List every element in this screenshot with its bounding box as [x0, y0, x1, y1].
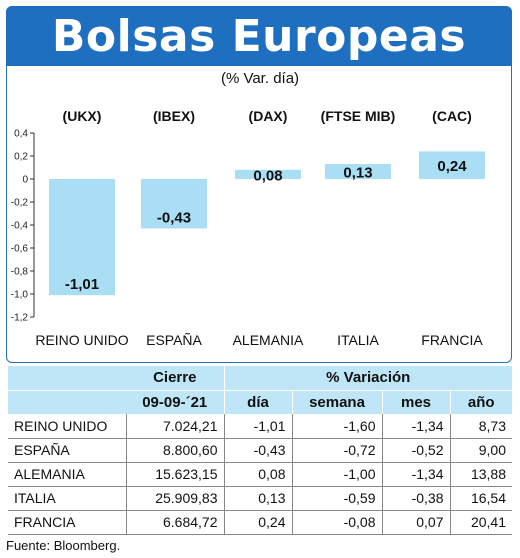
cell-cierre: 7.024,21 — [126, 414, 225, 439]
y-tick-label: -0,4 — [11, 221, 29, 232]
cell-dia: -0,43 — [224, 438, 293, 463]
bar — [49, 179, 115, 296]
cell-cierre: 8.800,60 — [126, 438, 225, 463]
cell-semana: -1,60 — [292, 414, 383, 439]
index-label: (CAC) — [432, 108, 472, 124]
cell-dia: 0,08 — [224, 462, 293, 487]
table-body: REINO UNIDO 7.024,21 -1,01 -1,60 -1,34 8,73 ES… — [8, 414, 512, 535]
header-cierre: Cierre — [126, 366, 225, 391]
cell-semana: -1,00 — [292, 462, 383, 487]
header-variacion: % Variación — [224, 366, 512, 391]
bar — [419, 151, 485, 179]
title-bar: Bolsas Europeas — [6, 6, 512, 66]
cell-name: FRANCIA — [8, 510, 127, 535]
cell-mes: -0,52 — [382, 438, 451, 463]
table-row: ITALIA 25.909,83 0,13 -0,59 -0,38 16,54 — [8, 486, 512, 511]
cell-dia: 0,24 — [224, 510, 293, 535]
table-row: FRANCIA 6.684,72 0,24 -0,08 0,07 20,41 — [8, 510, 512, 535]
category-label: REINO UNIDO — [35, 332, 128, 348]
bar-chart: 0,4 0,2 0 -0,2 -0,4 -0,6 -0,8 -1,0 -1,2 -1,01 (UKX… — [11, 108, 485, 348]
cell-ano: 16,54 — [450, 486, 512, 511]
y-tick-label: 0,2 — [14, 152, 28, 163]
cell-semana: -0,59 — [292, 486, 383, 511]
cell-mes: -1,34 — [382, 414, 451, 439]
cell-name: REINO UNIDO — [8, 414, 127, 439]
y-tick-label: -1,0 — [11, 290, 29, 301]
table-corner-2 — [8, 390, 126, 414]
cell-name: ESPAÑA — [8, 438, 127, 463]
y-tick-label: 0,4 — [14, 129, 28, 140]
category-label: ESPAÑA — [146, 332, 202, 348]
cell-semana: -0,72 — [292, 438, 383, 463]
y-tick-label: -0,6 — [11, 244, 29, 255]
index-label: (UKX) — [63, 108, 102, 124]
cell-dia: -1,01 — [224, 414, 293, 439]
bar — [325, 164, 391, 179]
header-mes: mes — [382, 390, 451, 414]
table-corner — [8, 366, 126, 391]
index-label: (FTSE MIB) — [321, 108, 396, 124]
data-table: Cierre % Variación 09-09-´21 día semana … — [8, 366, 512, 535]
cell-mes: -0,38 — [382, 486, 451, 511]
bar — [235, 169, 301, 179]
data-label: 0,24 — [437, 158, 467, 175]
cell-cierre: 6.684,72 — [126, 510, 225, 535]
data-label: -0,43 — [157, 209, 191, 226]
source-note: Fuente: Bloomberg. — [6, 538, 121, 553]
cell-cierre: 15.623,15 — [126, 462, 225, 487]
header-ano: año — [450, 390, 512, 414]
cell-mes: 0,07 — [382, 510, 451, 535]
data-label: -1,01 — [65, 276, 99, 293]
category-label: ITALIA — [337, 332, 379, 348]
header-semana: semana — [292, 390, 383, 414]
cell-name: ITALIA — [8, 486, 127, 511]
cell-name: ALEMANIA — [8, 462, 127, 487]
header-dia: día — [224, 390, 293, 414]
page-title: Bolsas Europeas — [51, 10, 467, 62]
cell-dia: 0,13 — [224, 486, 293, 511]
y-tick-label: -0,2 — [11, 198, 29, 209]
y-tick-label: -1,2 — [11, 313, 29, 324]
cell-mes: -1,34 — [382, 462, 451, 487]
data-label: 0,13 — [343, 165, 372, 182]
table-row: ESPAÑA 8.800,60 -0,43 -0,72 -0,52 9,00 — [8, 438, 512, 463]
cell-cierre: 25.909,83 — [126, 486, 225, 511]
cell-ano: 8,73 — [450, 414, 512, 439]
table-row: REINO UNIDO 7.024,21 -1,01 -1,60 -1,34 8,73 — [8, 414, 512, 439]
index-label: (DAX) — [249, 108, 288, 124]
header-date: 09-09-´21 — [126, 390, 225, 414]
category-label: FRANCIA — [421, 332, 483, 348]
index-label: (IBEX) — [153, 108, 195, 124]
category-label: ALEMANIA — [233, 332, 304, 348]
data-label: 0,08 — [253, 167, 282, 184]
y-tick-label: -0,8 — [11, 267, 29, 278]
cell-ano: 20,41 — [450, 510, 512, 535]
cell-ano: 9,00 — [450, 438, 512, 463]
bar — [141, 179, 207, 229]
chart-subtitle: (% Var. día) — [220, 70, 300, 87]
table-row: ALEMANIA 15.623,15 0,08 -1,00 -1,34 13,88 — [8, 462, 512, 487]
cell-semana: -0,08 — [292, 510, 383, 535]
y-tick-label: 0 — [22, 175, 28, 186]
cell-ano: 13,88 — [450, 462, 512, 487]
